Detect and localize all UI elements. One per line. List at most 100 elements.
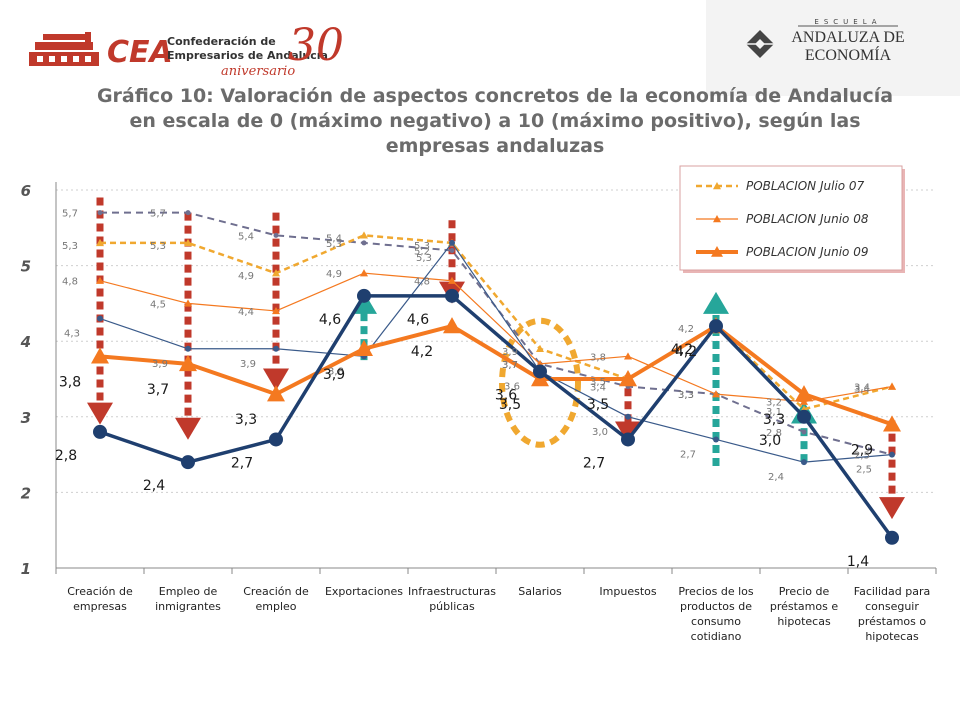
series-line-gray-dashed bbox=[100, 211, 893, 456]
data-point-gold-dashed bbox=[272, 269, 280, 277]
data-label-gray-dashed: 2,8 bbox=[766, 428, 782, 439]
data-point-orange-thin bbox=[448, 276, 456, 284]
down-arrow-head bbox=[879, 497, 905, 520]
y-tick-label: 1 bbox=[21, 560, 31, 578]
data-label-orange-thick: 4,2 bbox=[675, 344, 697, 360]
data-point-gray-dashed bbox=[273, 232, 279, 238]
cea-anniversary-word: aniversario bbox=[221, 64, 295, 79]
x-category-label-line: Infraestructuras bbox=[408, 585, 496, 598]
data-point-navy-thin bbox=[97, 315, 103, 322]
x-category-label-line: inmigrantes bbox=[155, 600, 221, 613]
cea-line2: Empresarios de Andalucía bbox=[167, 49, 328, 62]
data-label-navy-thin: 3,0 bbox=[592, 427, 608, 438]
x-category-label-line: hipotecas bbox=[777, 615, 831, 628]
x-category-label-line: Precio de bbox=[779, 585, 830, 598]
data-point-navy-thick bbox=[621, 432, 635, 447]
ead-logo: ESCUELA ANDALUZA DE ECONOMÍA bbox=[706, 0, 960, 96]
data-point-navy-thick bbox=[885, 530, 899, 545]
data-label-orange-thick: 2,9 bbox=[851, 442, 873, 458]
data-label-navy-thick: 2,4 bbox=[143, 478, 165, 494]
data-label-orange-thick: 3,5 bbox=[499, 397, 521, 413]
x-category-label-line: cotidiano bbox=[691, 630, 742, 643]
ead-top: ESCUELA bbox=[814, 18, 881, 26]
data-label-gold-dashed: 3,4 bbox=[854, 385, 870, 396]
x-category-label-line: productos de bbox=[680, 600, 752, 613]
ead-line1: ANDALUZA DE bbox=[791, 29, 904, 46]
data-label-gold-dashed: 3,5 bbox=[590, 377, 606, 388]
data-point-navy-thin bbox=[273, 345, 279, 352]
data-point-orange-thick bbox=[179, 354, 197, 372]
data-point-gold-dashed bbox=[184, 238, 192, 247]
x-category-label-line: Impuestos bbox=[599, 585, 656, 598]
data-label-navy-thick: 2,8 bbox=[55, 448, 77, 464]
legend-entry: POBLACION Junio 08 bbox=[746, 212, 869, 226]
chart-title: Gráfico 10: Valoración de aspectos concr… bbox=[95, 84, 895, 159]
legend-swatch-marker bbox=[713, 182, 721, 190]
data-label-orange-thin: 3,3 bbox=[678, 390, 694, 401]
legend-entry: POBLACION Junio 09 bbox=[746, 245, 868, 259]
data-point-gray-dashed bbox=[185, 210, 191, 216]
data-label-navy-thin: 3,8 bbox=[328, 366, 344, 377]
x-category-label: Precio de préstamos e hipotecas bbox=[770, 585, 838, 628]
data-label-navy-thick: 4,6 bbox=[319, 312, 341, 328]
ead-line2: ECONOMÍA bbox=[805, 45, 892, 64]
data-label-navy-thick: 2,7 bbox=[583, 455, 605, 471]
y-tick-label: 5 bbox=[21, 258, 31, 276]
y-tick-label: 4 bbox=[20, 333, 31, 351]
data-point-gold-dashed bbox=[96, 238, 104, 247]
title-line-1: Gráfico 10: Valoración de aspectos concr… bbox=[96, 85, 894, 107]
data-point-gold-dashed bbox=[536, 344, 544, 352]
y-tick-label: 2 bbox=[21, 484, 31, 502]
cea-anniversary-number: 30 bbox=[288, 20, 344, 71]
series-line-gold-dashed bbox=[100, 234, 893, 411]
data-point-navy-thin bbox=[449, 239, 455, 246]
data-label-orange-thick: 4,2 bbox=[411, 344, 433, 360]
data-point-orange-thick bbox=[443, 317, 461, 334]
down-arrow-head bbox=[263, 368, 289, 391]
data-label-navy-thick: 4,2 bbox=[671, 342, 693, 358]
data-label-orange-thick: 3,3 bbox=[763, 412, 785, 428]
legend-swatch-marker bbox=[711, 246, 723, 257]
y-tick-label: 6 bbox=[21, 182, 31, 200]
series-line-navy-thin bbox=[99, 242, 893, 463]
series-line-navy-thick bbox=[99, 294, 894, 539]
data-point-orange-thin bbox=[360, 269, 368, 277]
x-category-label: Creación de empresas bbox=[67, 585, 133, 613]
legend-entry: POBLACION Julio 07 bbox=[746, 179, 865, 193]
x-category-label-line: conseguir bbox=[865, 600, 919, 613]
x-category-label-line: consumo bbox=[691, 615, 741, 628]
data-point-navy-thick bbox=[533, 364, 547, 379]
data-point-orange-thick bbox=[883, 415, 901, 432]
x-category-label: Salarios bbox=[518, 585, 562, 598]
data-label-gray-dashed: 5,3 bbox=[326, 239, 342, 250]
data-label-navy-thin: 3,9 bbox=[152, 359, 168, 370]
data-point-navy-thick bbox=[357, 288, 371, 303]
data-point-orange-thin bbox=[712, 390, 720, 398]
data-point-navy-thick bbox=[709, 319, 723, 334]
data-point-navy-thin bbox=[625, 413, 631, 420]
data-point-navy-thin bbox=[713, 436, 719, 443]
data-label-orange-thick: 3,8 bbox=[59, 374, 81, 390]
data-point-orange-thick bbox=[795, 385, 813, 402]
data-label-navy-thin: 3,9 bbox=[240, 359, 256, 370]
data-point-gray-dashed bbox=[361, 240, 367, 246]
data-label-navy-thin: 5,3 bbox=[416, 253, 432, 264]
data-label-orange-thin: 3,4 bbox=[854, 383, 870, 394]
down-arrow-head bbox=[175, 417, 201, 440]
data-label-gold-dashed: 5,4 bbox=[326, 233, 342, 244]
data-label-navy-thin: 4,3 bbox=[64, 329, 80, 340]
data-label-gray-dashed: 5,7 bbox=[150, 209, 166, 220]
x-category-label: Infraestructuras públicas bbox=[408, 585, 496, 613]
data-label-orange-thin: 4,8 bbox=[414, 277, 430, 288]
data-label-orange-thin: 4,4 bbox=[238, 307, 254, 318]
x-category-label-line: hipotecas bbox=[865, 630, 919, 643]
data-label-navy-thin: 2,7 bbox=[680, 449, 696, 460]
data-label-gray-dashed: 3,4 bbox=[590, 383, 606, 394]
cea-acronym: CEA bbox=[107, 35, 173, 70]
data-label-gray-dashed: 5,4 bbox=[238, 231, 254, 242]
data-point-gray-dashed bbox=[449, 247, 455, 253]
data-label-orange-thin: 4,5 bbox=[150, 299, 166, 310]
up-arrow-head bbox=[703, 291, 729, 314]
data-point-orange-thin bbox=[888, 382, 896, 390]
